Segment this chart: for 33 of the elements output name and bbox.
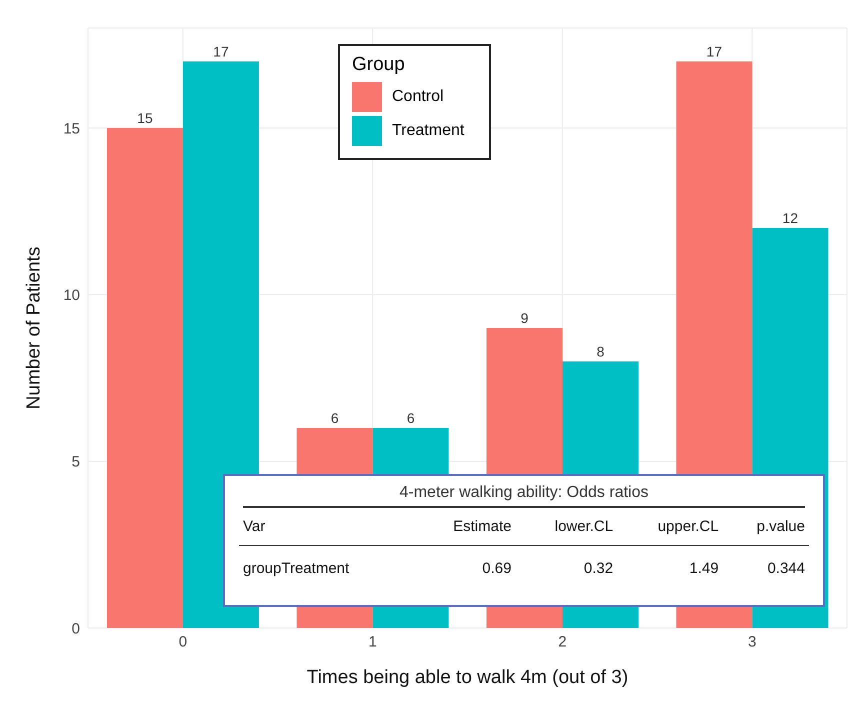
data-label: 6 — [406, 410, 415, 426]
data-label: 12 — [782, 210, 798, 226]
y-tick-label: 10 — [63, 286, 80, 304]
annotation: upper.CL — [656, 517, 720, 537]
y-tick-label: 0 — [72, 620, 80, 638]
data-label: 15 — [137, 110, 153, 126]
y-tick-label: 5 — [72, 454, 80, 471]
annotation: lower.CL — [554, 517, 614, 537]
annotation: groupTreatment — [242, 559, 350, 579]
x-tick-label: 2 — [558, 634, 567, 651]
x-tick-label: 1 — [368, 634, 377, 651]
annotation: 0.344 — [766, 559, 806, 579]
annotation: 4-meter walking ability: Odds ratios — [243, 484, 805, 508]
y-axis-title: Number of Patients — [24, 246, 45, 410]
data-label: 17 — [706, 43, 722, 60]
data-label: 9 — [520, 310, 529, 326]
annotation: 0.69 — [481, 559, 512, 579]
x-tick-label: 3 — [748, 634, 756, 651]
y-tick-label: 15 — [63, 120, 80, 138]
legend-title: Group — [352, 54, 406, 76]
annotation: Estimate — [452, 517, 512, 537]
annotation: 0.32 — [582, 559, 614, 579]
annotation: 1.49 — [688, 559, 720, 579]
annotation: Var — [242, 517, 266, 537]
x-tick-label: 0 — [178, 634, 188, 651]
annotation: p.value — [756, 517, 806, 537]
data-label: 8 — [596, 343, 605, 360]
legend-label: Control — [392, 88, 444, 106]
bar — [106, 128, 183, 628]
data-label: 6 — [330, 410, 339, 426]
data-label: 17 — [213, 43, 229, 60]
x-axis-title: Times being able to walk 4m (out of 3) — [306, 667, 628, 688]
legend-label: Treatment — [392, 122, 464, 140]
